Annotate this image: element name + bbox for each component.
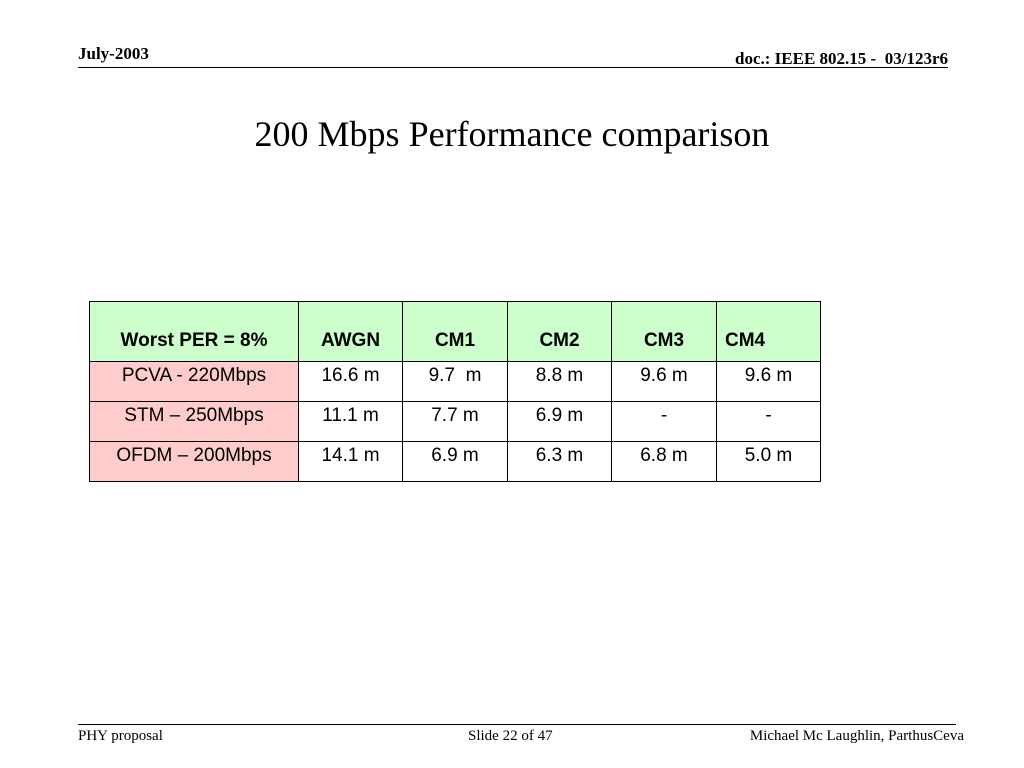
table-cell: 7.7 m [402,401,508,442]
table-row-label: OFDM – 200Mbps [89,441,299,482]
table-cell: 9.6 m [611,361,717,402]
header-divider [78,67,948,68]
table-cell: 6.8 m [611,441,717,482]
table-cell: 6.9 m [507,401,612,442]
table-cell: 6.9 m [402,441,508,482]
table-cell: - [611,401,717,442]
table-row-label: PCVA - 220Mbps [89,361,299,402]
table-row: STM – 250Mbps 11.1 m 7.7 m 6.9 m - - [89,401,821,442]
table-row: PCVA - 220Mbps 16.6 m 9.7 m 8.8 m 9.6 m … [89,361,821,402]
table-cell: 14.1 m [298,441,403,482]
table-header-cell: CM3 [611,301,717,362]
header-date: July-2003 [78,44,149,63]
footer-author: Michael Mc Laughlin, ParthusCeva [749,728,964,744]
table-header-row: Worst PER = 8% AWGN CM1 CM2 CM3 CM4 [89,301,821,362]
table-header-cell: CM4 [716,301,821,362]
table-cell: 11.1 m [298,401,403,442]
footer-slide-number: Slide 22 of 47 [468,728,553,744]
footer-topic: PHY proposal [78,728,163,744]
table-header-cell: AWGN [298,301,403,362]
table-cell: - [716,401,821,442]
table-cell: 9.6 m [716,361,821,402]
header-doc-id: doc.: IEEE 802.15 - 03/123r6 [735,49,948,68]
table-cell: 6.3 m [507,441,612,482]
table-row-label: STM – 250Mbps [89,401,299,442]
performance-table: Worst PER = 8% AWGN CM1 CM2 CM3 CM4 PCVA… [89,301,821,482]
table-header-cell: CM1 [402,301,508,362]
slide-title: 200 Mbps Performance comparison [254,114,770,154]
table-cell: 5.0 m [716,441,821,482]
table-row: OFDM – 200Mbps 14.1 m 6.9 m 6.3 m 6.8 m … [89,441,821,482]
table-cell: 16.6 m [298,361,403,402]
table-header-cell: Worst PER = 8% [89,301,299,362]
footer-divider [78,724,956,725]
table-header-cell: CM2 [507,301,612,362]
table-cell: 9.7 m [402,361,508,402]
table-cell: 8.8 m [507,361,612,402]
